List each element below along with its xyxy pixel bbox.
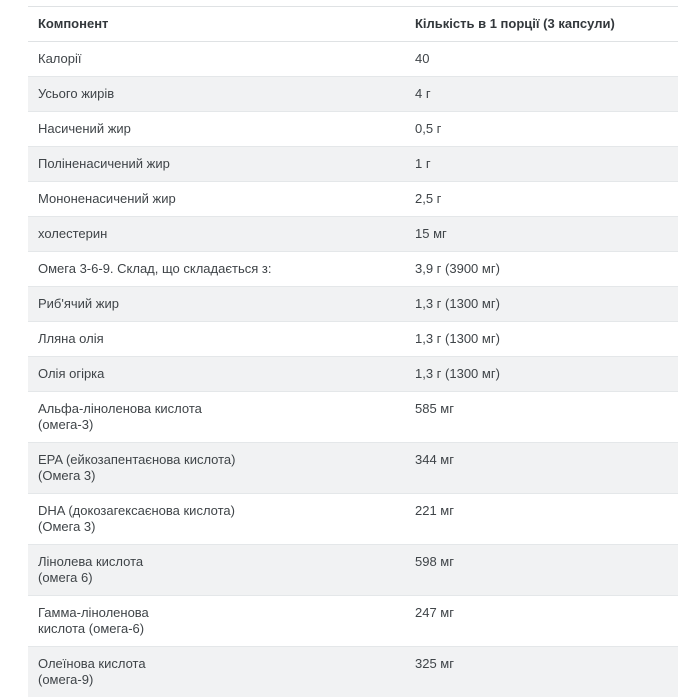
amount-cell: 1 г: [415, 156, 431, 171]
amount-cell: 15 мг: [415, 226, 447, 241]
amount-cell: 598 мг: [415, 554, 454, 569]
table-row: Олеїнова кислота (омега-9) 325 мг: [28, 646, 678, 697]
table-row: Олія огірка 1,3 г (1300 мг): [28, 356, 678, 391]
component-cell: Калорії: [38, 51, 82, 66]
table-row: EPA (ейкозапентаєнова кислота) (Омега 3)…: [28, 442, 678, 493]
component-cell: DHA (докозагексаєнова кислота) (Омега 3): [38, 503, 235, 534]
component-cell: Насичений жир: [38, 121, 131, 136]
component-cell: Лляна олія: [38, 331, 104, 346]
table-row: Поліненасичений жир 1 г: [28, 146, 678, 181]
component-cell: Поліненасичений жир: [38, 156, 170, 171]
component-cell: Гамма-ліноленова кислота (омега-6): [38, 605, 149, 636]
amount-cell: 2,5 г: [415, 191, 442, 206]
table-row: Мононенасичений жир 2,5 г: [28, 181, 678, 216]
amount-cell: 1,3 г (1300 мг): [415, 366, 500, 381]
component-cell: Риб'ячий жир: [38, 296, 119, 311]
table-body: Калорії 40 Усього жирів 4 г Насичений жи…: [28, 42, 678, 697]
component-cell: Олія огірка: [38, 366, 105, 381]
amount-cell: 0,5 г: [415, 121, 442, 136]
component-cell: Олеїнова кислота (омега-9): [38, 656, 146, 687]
component-cell: Альфа-ліноленова кислота (омега-3): [38, 401, 202, 432]
component-cell: Омега 3-6-9. Склад, що складається з:: [38, 261, 272, 276]
table-row: Гамма-ліноленова кислота (омега-6) 247 м…: [28, 595, 678, 646]
table-row: Лінолева кислота (омега 6) 598 мг: [28, 544, 678, 595]
amount-cell: 344 мг: [415, 452, 454, 467]
nutrition-facts-table: Компонент Кількість в 1 порції (3 капсул…: [28, 6, 678, 697]
amount-cell: 3,9 г (3900 мг): [415, 261, 500, 276]
table-row: Насичений жир 0,5 г: [28, 111, 678, 146]
component-cell: Усього жирів: [38, 86, 115, 101]
table-row: DHA (докозагексаєнова кислота) (Омега 3)…: [28, 493, 678, 544]
amount-cell: 1,3 г (1300 мг): [415, 296, 500, 311]
column-header-component: Компонент: [38, 16, 109, 31]
table-row: Омега 3-6-9. Склад, що складається з: 3,…: [28, 251, 678, 286]
amount-cell: 1,3 г (1300 мг): [415, 331, 500, 346]
table-row: Усього жирів 4 г: [28, 76, 678, 111]
amount-cell: 585 мг: [415, 401, 454, 416]
amount-cell: 40: [415, 51, 430, 66]
amount-cell: 4 г: [415, 86, 431, 101]
component-cell: EPA (ейкозапентаєнова кислота) (Омега 3): [38, 452, 236, 483]
component-cell: Мононенасичений жир: [38, 191, 176, 206]
table-header-row: Компонент Кількість в 1 порції (3 капсул…: [28, 6, 678, 42]
table-row: холестерин 15 мг: [28, 216, 678, 251]
table-row: Риб'ячий жир 1,3 г (1300 мг): [28, 286, 678, 321]
column-header-amount: Кількість в 1 порції (3 капсули): [415, 16, 615, 31]
table-row: Альфа-ліноленова кислота (омега-3) 585 м…: [28, 391, 678, 442]
amount-cell: 247 мг: [415, 605, 454, 620]
table-row: Лляна олія 1,3 г (1300 мг): [28, 321, 678, 356]
table-row: Калорії 40: [28, 42, 678, 76]
component-cell: Лінолева кислота (омега 6): [38, 554, 144, 585]
component-cell: холестерин: [38, 226, 108, 241]
amount-cell: 221 мг: [415, 503, 454, 518]
amount-cell: 325 мг: [415, 656, 454, 671]
